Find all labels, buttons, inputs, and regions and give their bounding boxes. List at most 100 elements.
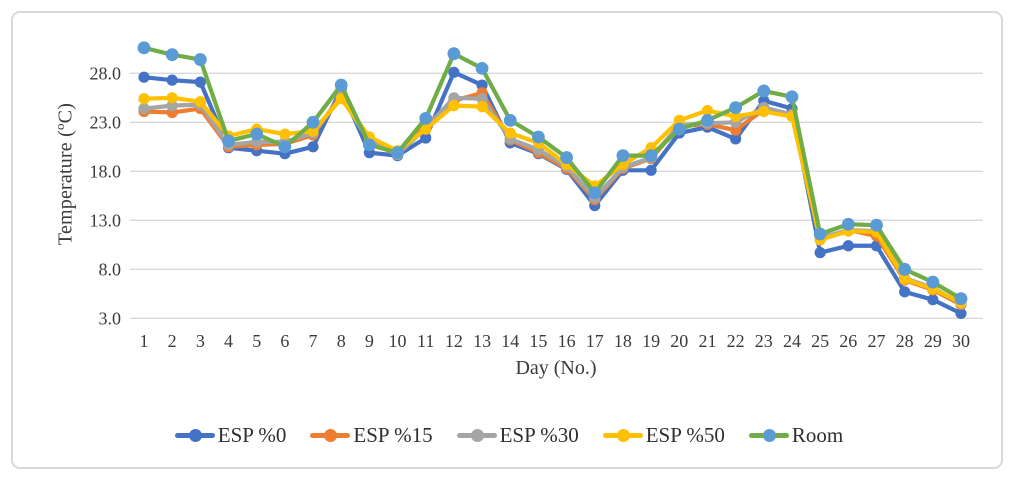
y-tick-label: 13.0 [90,210,122,230]
x-tick-label: 25 [811,331,829,351]
data-point [813,227,827,241]
x-tick-label: 27 [867,331,885,351]
data-point [448,100,460,112]
data-point [955,307,967,319]
data-point [842,240,854,252]
data-point [138,102,150,115]
data-point [448,66,460,78]
x-tick-label: 12 [445,331,463,351]
data-point [476,93,488,105]
x-tick-label: 18 [614,331,632,351]
data-point [166,92,178,104]
legend-item-esp-30: ESP %30 [456,423,579,448]
x-tick-label: 7 [309,331,318,351]
data-point [307,125,319,137]
data-point [476,101,488,113]
legend-marker-icon [602,429,643,442]
series-line-4 [141,45,964,301]
legend-marker-icon [456,429,497,442]
data-point [166,100,178,112]
x-tick-label: 30 [952,331,970,351]
x-tick-label: 17 [586,331,604,351]
legend-item-room: Room [748,423,843,448]
data-point [476,79,488,91]
y-tick-label: 18.0 [90,161,122,181]
x-tick-label: 6 [280,331,289,351]
data-point [194,76,206,88]
x-tick-label: 2 [168,331,177,351]
x-tick-label: 1 [140,331,149,351]
data-point [898,262,912,276]
data-point [730,124,742,136]
y-tick-label: 23.0 [90,112,122,132]
data-point [419,111,433,125]
x-tick-label: 23 [755,331,773,351]
data-point [616,149,630,163]
data-point [814,247,826,259]
data-point [645,164,657,176]
data-point [927,294,939,306]
data-point [335,93,347,105]
data-point [644,149,658,163]
series-line-2 [141,94,964,306]
data-point [701,113,714,127]
data-point [588,186,602,200]
x-tick-label: 3 [196,331,205,351]
data-point [166,74,178,86]
x-tick-label: 29 [924,331,942,351]
x-tick-label: 9 [365,331,374,351]
data-point [899,286,911,298]
legend-item-esp-50: ESP %50 [602,423,725,448]
data-point [729,101,743,114]
y-tick-label: 8.0 [99,259,122,279]
legend-marker-icon [748,429,789,442]
legend-label: ESP %0 [217,423,287,447]
data-point [730,133,742,145]
data-point [193,53,207,66]
x-tick-label: 11 [417,331,434,351]
legend-marker-icon [174,429,215,442]
data-point [194,96,206,108]
data-point [448,92,460,104]
x-tick-label: 10 [389,331,407,351]
x-tick-label: 19 [642,331,660,351]
data-point [222,134,235,148]
legend-label: ESP %50 [645,423,725,447]
legend-label: ESP %30 [499,423,579,447]
data-point [138,71,150,83]
legend-label: ESP %15 [353,423,433,447]
data-point [250,127,264,141]
y-axis-title-unit: C) [54,102,77,124]
data-point [279,128,291,140]
legend-item-esp-15: ESP %15 [310,423,433,448]
legend: ESP %0 ESP %15 ESP %30 ESP %50 Room [0,423,1018,448]
data-point [672,122,686,136]
data-point [137,41,151,55]
data-point [841,217,855,231]
data-point [730,110,742,123]
y-tick-label: 3.0 [99,308,122,328]
data-point [870,218,883,232]
data-point [306,115,320,129]
data-point [165,48,179,62]
data-point [307,141,319,153]
x-tick-label: 13 [473,331,491,351]
x-tick-label: 15 [529,331,547,351]
x-axis-title: Day (No.) [515,357,597,379]
data-point [899,273,911,285]
data-point [785,90,799,104]
x-tick-label: 5 [252,331,261,351]
x-tick-label: 16 [558,331,576,351]
x-tick-label: 24 [783,331,801,351]
series-line-3 [141,95,964,305]
x-tick-label: 21 [698,331,716,351]
data-point [532,130,545,144]
data-point [954,292,968,306]
data-point [673,114,685,126]
data-point [701,104,714,117]
series-line-0 [141,70,964,316]
data-point [420,132,432,144]
data-point [560,151,573,164]
x-tick-label: 4 [224,331,233,351]
